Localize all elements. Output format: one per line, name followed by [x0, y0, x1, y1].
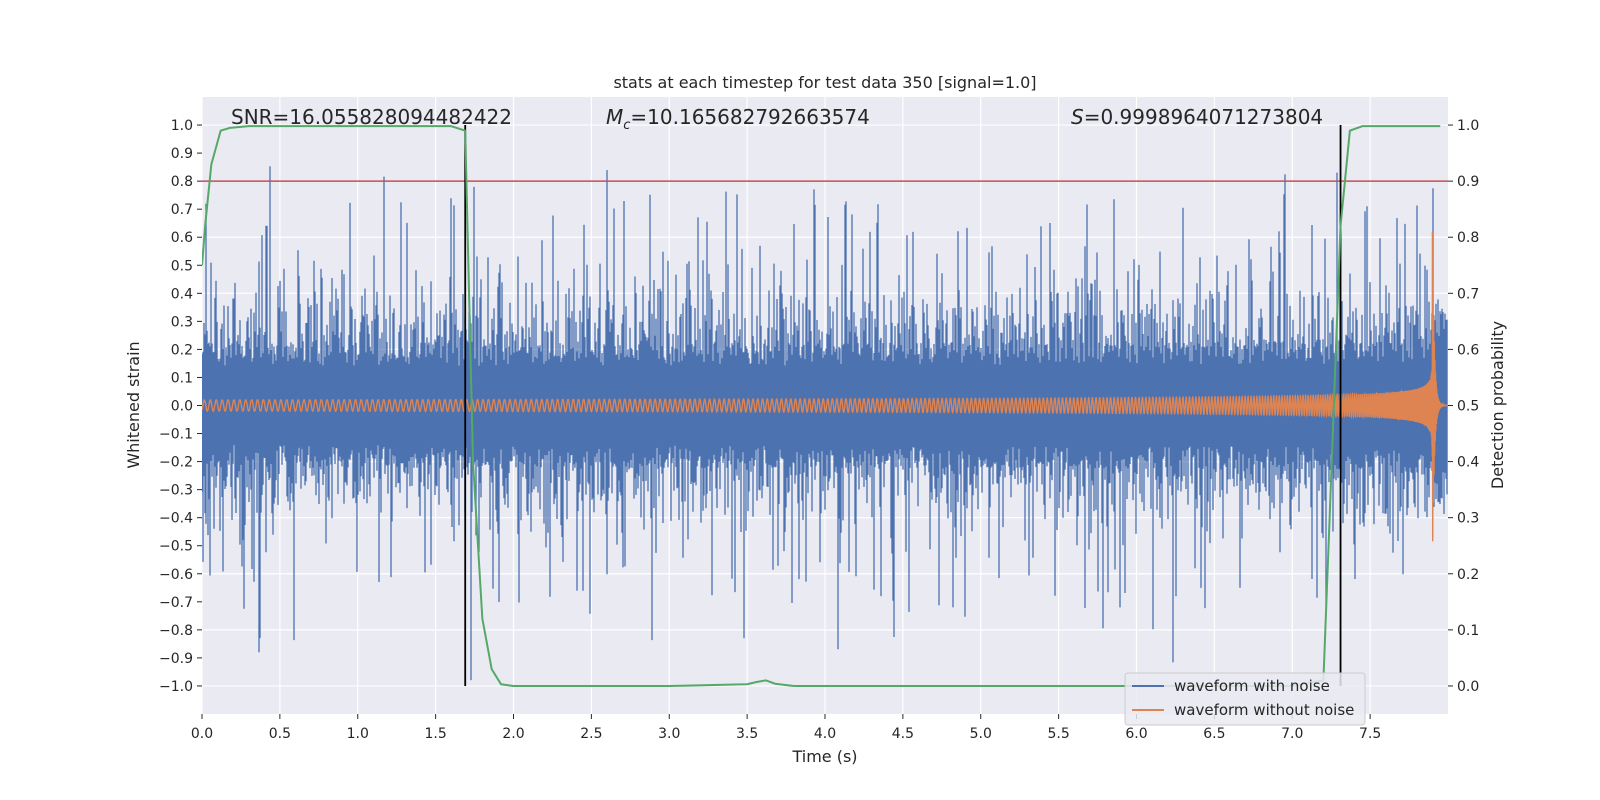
series-detection-probability [202, 125, 1441, 687]
x-tick-label: 6.5 [1203, 726, 1225, 742]
x-tick-label: 7.5 [1359, 726, 1381, 742]
y-left-axis-label: Whitened strain [124, 341, 143, 468]
y-right-axis-ticks: 1.0 0.9 0.8 0.7 0.6 0.5 0.4 0.3 0.2 0.1 0.0 [1448, 118, 1479, 695]
y-left-tick-label: −0.6 [159, 567, 193, 583]
y-left-tick-label: 0.6 [171, 230, 193, 246]
x-tick-label: 4.5 [892, 726, 914, 742]
y-left-tick-label: 0.3 [171, 314, 193, 330]
x-axis-label: Time (s) [791, 747, 857, 766]
y-right-tick-label: 0.6 [1457, 342, 1479, 358]
y-right-tick-label: 0.9 [1457, 174, 1479, 190]
x-tick-label: 3.5 [736, 726, 758, 742]
x-tick-label: 3.0 [658, 726, 680, 742]
x-tick-label: 0.5 [269, 726, 291, 742]
y-left-tick-label: 0.9 [171, 146, 193, 162]
y-left-tick-label: 0.5 [171, 258, 193, 274]
y-right-axis-label: Detection probability [1488, 321, 1507, 489]
legend-label-noise: waveform with noise [1174, 677, 1330, 695]
y-left-tick-label: −1.0 [159, 679, 193, 695]
y-left-tick-label: −0.7 [159, 595, 193, 611]
chirp-mass-value: =10.165682792663574 [630, 105, 869, 129]
legend-box [1124, 672, 1366, 726]
y-left-tick-label: 0.0 [171, 399, 193, 415]
x-tick-label: 2.0 [502, 726, 524, 742]
s-symbol: S [1071, 105, 1084, 129]
chart-title: stats at each timestep for test data 350… [613, 73, 1036, 92]
y-left-tick-label: −0.5 [159, 539, 193, 555]
x-tick-label: 7.0 [1281, 726, 1303, 742]
y-right-tick-label: 0.8 [1457, 230, 1479, 246]
s-annotation: S=0.9998964071273804 [1071, 105, 1323, 129]
x-tick-label: 1.0 [347, 726, 369, 742]
series-waveform-without-noise [202, 231, 1448, 542]
s-value: =0.9998964071273804 [1084, 105, 1323, 129]
chirp-mass-subscript: c [623, 118, 630, 133]
x-tick-label: 2.5 [580, 726, 602, 742]
x-axis-ticks: 0.0 0.5 1.0 1.5 2.0 2.5 3.0 3.5 4.0 4.5 5.0 5.5 6.0 6… [191, 714, 1381, 742]
y-left-tick-label: −0.2 [159, 455, 193, 471]
y-left-tick-label: −0.3 [159, 483, 193, 499]
chirp-mass-annotation: Mc=10.165682792663574 [606, 105, 870, 133]
legend-label-clean: waveform without noise [1174, 701, 1354, 719]
y-right-tick-label: 0.7 [1457, 286, 1479, 302]
snr-annotation: SNR=16.055828094482422 [231, 105, 512, 129]
y-left-tick-label: −0.1 [159, 427, 193, 443]
y-right-tick-label: 0.0 [1457, 679, 1479, 695]
x-tick-label: 5.0 [970, 726, 992, 742]
y-left-tick-label: 0.7 [171, 202, 193, 218]
clean-trace [202, 231, 1448, 542]
x-tick-label: 0.0 [191, 726, 213, 742]
y-left-tick-label: 0.8 [171, 174, 193, 190]
y-right-tick-label: 0.2 [1457, 567, 1479, 583]
probability-trace [202, 125, 1441, 687]
x-tick-label: 4.0 [814, 726, 836, 742]
y-left-tick-label: 0.2 [171, 342, 193, 358]
y-right-tick-label: 0.3 [1457, 511, 1479, 527]
y-right-tick-label: 1.0 [1457, 118, 1479, 134]
legend: waveform with noise waveform without noi… [1124, 672, 1366, 726]
y-left-tick-label: −0.9 [159, 651, 193, 667]
y-left-tick-label: 0.1 [171, 370, 193, 386]
y-left-tick-label: 1.0 [171, 118, 193, 134]
y-left-tick-label: −0.4 [159, 511, 193, 527]
y-left-tick-label: −0.8 [159, 623, 193, 639]
y-right-tick-label: 0.4 [1457, 455, 1479, 471]
y-right-tick-label: 0.5 [1457, 399, 1479, 415]
x-tick-label: 5.5 [1047, 726, 1069, 742]
chirp-mass-symbol: M [606, 105, 623, 129]
x-tick-label: 1.5 [424, 726, 446, 742]
y-left-axis-ticks: 1.0 0.9 0.8 0.7 0.6 0.5 0.4 0.3 0.2 0.1 0.0 −0.1 −0.… [159, 118, 202, 695]
x-tick-label: 6.0 [1125, 726, 1147, 742]
y-left-tick-label: 0.4 [171, 286, 193, 302]
y-right-tick-label: 0.1 [1457, 623, 1479, 639]
